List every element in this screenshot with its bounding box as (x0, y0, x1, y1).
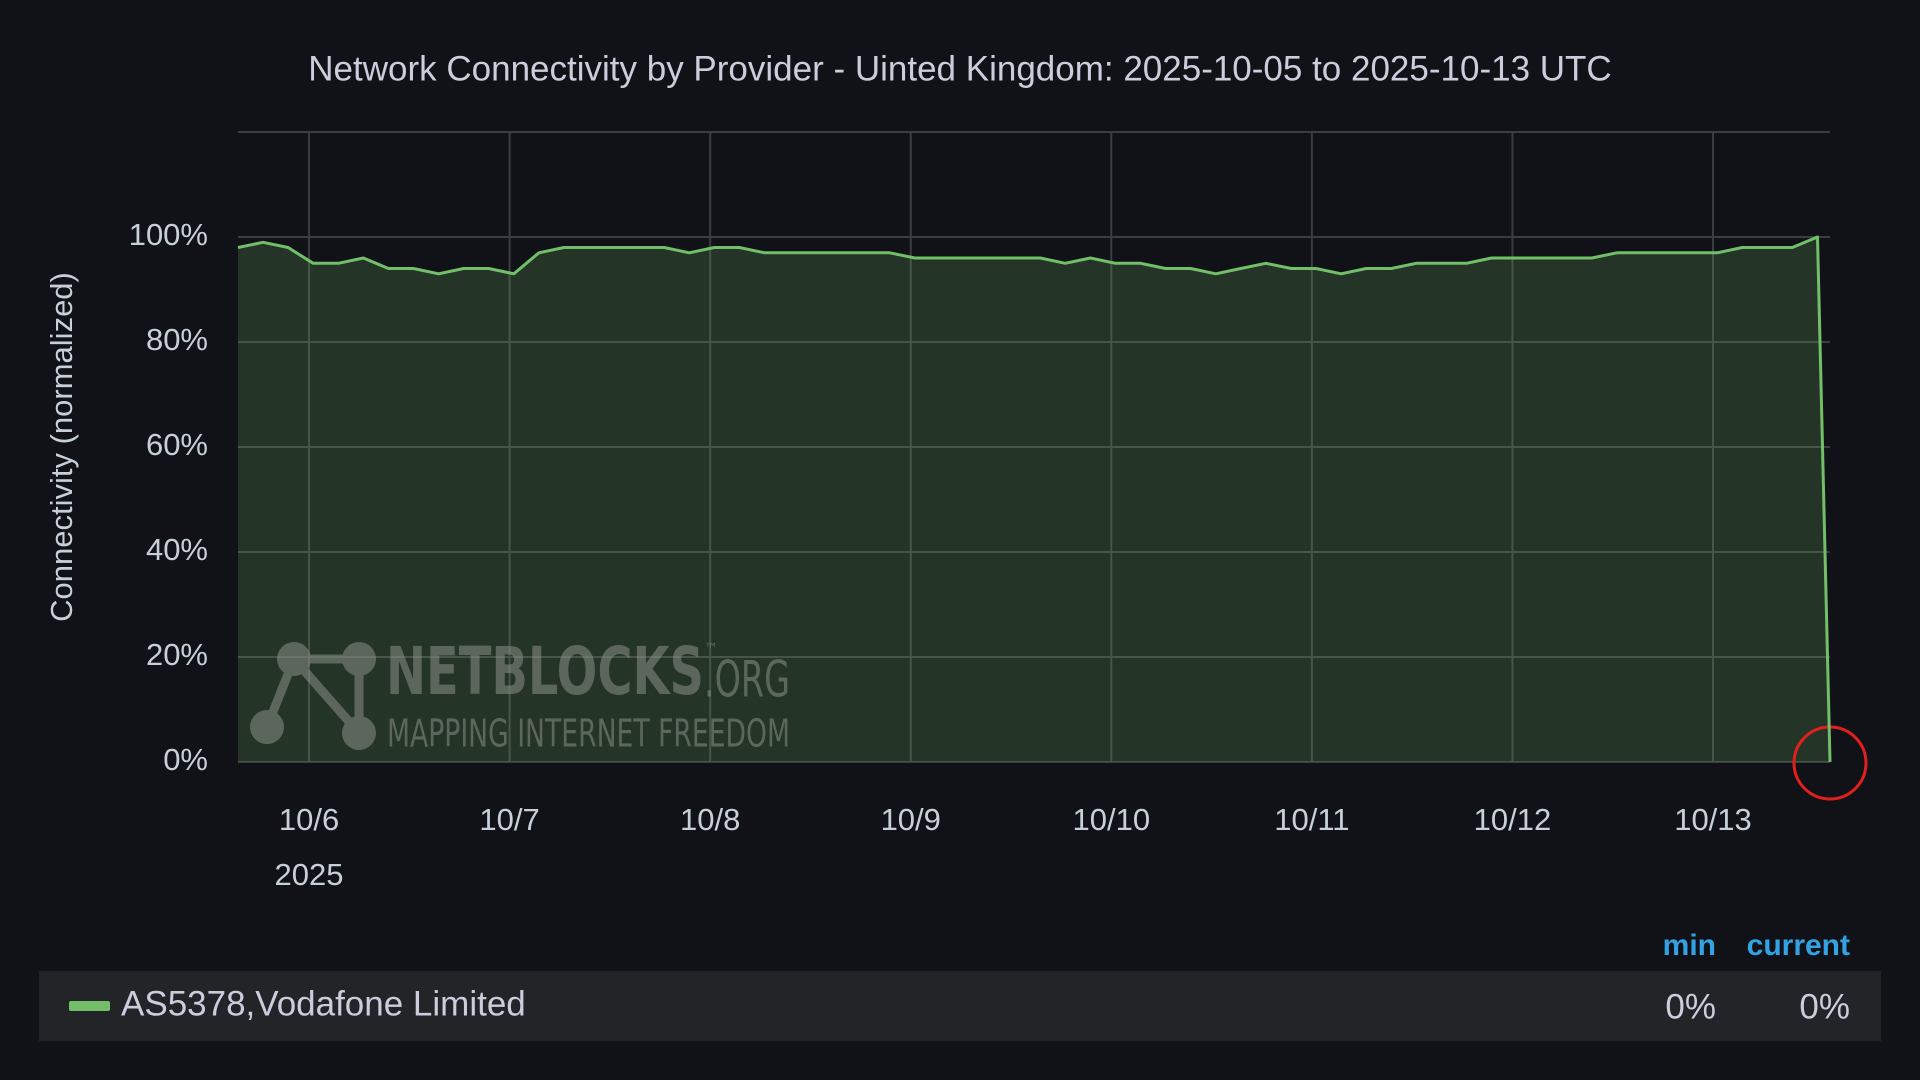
x-tick-label: 10/13 (1674, 802, 1752, 837)
x-year-label: 2025 (275, 857, 344, 892)
legend-swatch (69, 1001, 110, 1011)
x-tick-label: 10/11 (1274, 802, 1349, 837)
watermark-tm: ™ (704, 641, 718, 657)
watermark-logo (250, 642, 376, 750)
area (238, 237, 1830, 762)
legend-header: current (1747, 929, 1850, 962)
legend-row (39, 971, 1881, 1041)
x-tick-label: 10/6 (279, 802, 339, 837)
x-tick-label: 10/10 (1073, 802, 1151, 837)
legend-label: AS5378,Vodafone Limited (121, 984, 526, 1023)
y-tick-label: 100% (129, 217, 208, 252)
chart-title: Network Connectivity by Provider - Uinte… (308, 49, 1611, 88)
line (237, 235, 1832, 763)
legend-header: min (1663, 929, 1716, 962)
y-tick-label: 20% (146, 637, 208, 672)
legend-value: 0% (1665, 987, 1716, 1026)
watermark-tagline: MAPPING INTERNET FREEDOM (387, 712, 790, 756)
y-tick-label: 60% (146, 427, 208, 462)
y-tick-label: 0% (163, 742, 208, 777)
watermark-brand: NETBLOCKS (386, 633, 704, 710)
y-tick-label: 80% (146, 322, 208, 357)
x-tick-label: 10/12 (1474, 802, 1552, 837)
x-tick-label: 10/8 (680, 802, 740, 837)
legend-value: 0% (1799, 987, 1850, 1026)
x-tick-label: 10/9 (881, 802, 941, 837)
y-axis-label: Connectivity (normalized) (44, 272, 79, 622)
y-tick-label: 40% (146, 532, 208, 567)
watermark: NETBLOCKS ™ .ORG MAPPING INTERNET FREEDO… (250, 633, 790, 756)
watermark-domain: .ORG (704, 651, 790, 709)
x-tick-label: 10/7 (479, 802, 539, 837)
